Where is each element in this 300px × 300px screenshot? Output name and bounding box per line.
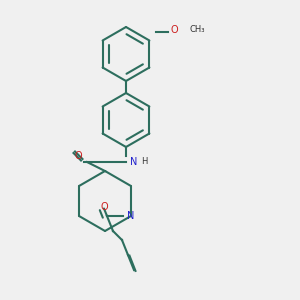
Text: O: O [170, 25, 178, 35]
Text: O: O [74, 151, 82, 161]
Text: CH₃: CH₃ [189, 26, 205, 34]
Text: N: N [127, 211, 135, 221]
Text: O: O [100, 202, 108, 212]
Text: N: N [130, 157, 137, 167]
Text: H: H [141, 158, 147, 166]
